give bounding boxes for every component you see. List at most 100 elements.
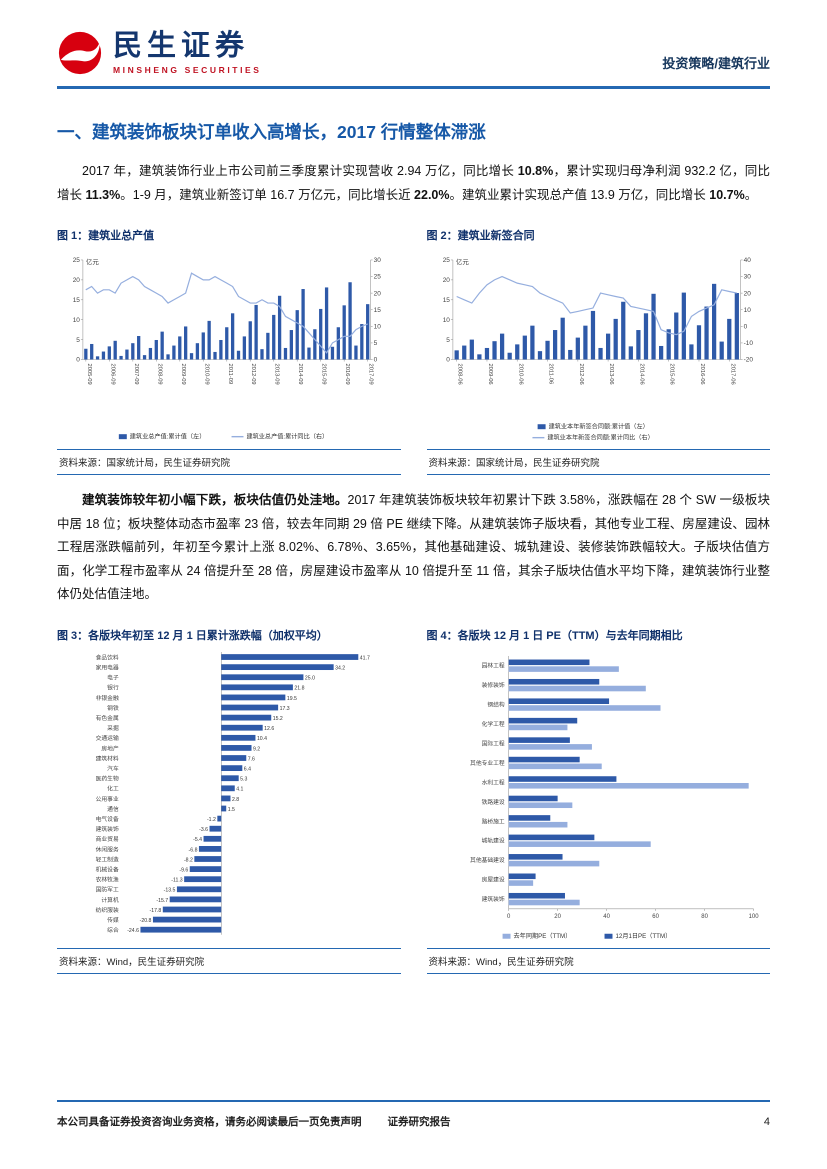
svg-text:建筑装饰: 建筑装饰: [481, 895, 504, 903]
svg-text:-20: -20: [743, 357, 753, 364]
svg-text:21.8: 21.8: [294, 685, 304, 691]
svg-text:机械设备: 机械设备: [96, 865, 119, 873]
svg-text:食品饮料: 食品饮料: [96, 653, 119, 661]
svg-text:30: 30: [374, 257, 382, 264]
svg-text:2017-06: 2017-06: [729, 363, 735, 384]
svg-text:其他基础建设: 其他基础建设: [470, 856, 505, 864]
svg-text:25: 25: [442, 257, 450, 264]
svg-text:建筑业总产值:累计值（左）: 建筑业总产值:累计值（左）: [130, 433, 206, 441]
svg-text:装修装饰: 装修装饰: [481, 681, 504, 689]
svg-text:0: 0: [76, 357, 80, 364]
svg-text:交通运输: 交通运输: [96, 734, 119, 742]
svg-text:房地产: 房地产: [101, 744, 119, 752]
svg-text:2007-09: 2007-09: [133, 363, 139, 384]
svg-text:2016-09: 2016-09: [344, 363, 350, 384]
svg-text:20: 20: [743, 290, 751, 297]
svg-text:建筑业总产值:累计同比（右）: 建筑业总产值:累计同比（右）: [246, 433, 328, 441]
svg-text:纺织服装: 纺织服装: [96, 906, 119, 914]
logo-name-cn: 民生证券: [113, 29, 250, 62]
svg-text:-20.8: -20.8: [140, 918, 152, 924]
svg-text:国防军工: 国防军工: [96, 885, 119, 893]
svg-text:2010-09: 2010-09: [203, 363, 209, 384]
svg-text:20: 20: [554, 913, 561, 919]
sector-performance-chart: 食品饮料 41.7 家用电器 34.2 电子 25.0 银行 21.8 非银金融 19.5 钢铁 17…: [57, 648, 401, 947]
svg-text:园林工程: 园林工程: [481, 661, 504, 669]
total-output-chart: 0 5 10 15 20 25 0 5 10 15 20 25 30 亿元 2005-09 2006-09 20…: [57, 248, 401, 447]
minsheng-logo: 民生证券 MINSHENG SECURITIES: [57, 30, 262, 76]
figure2-title: 图 2：建筑业新签合同: [426, 230, 535, 242]
figure-row-1: 图 1：建筑业总产值 0 5 10 15 20 25 0 5 10 15 20 25 30 亿元 2005-…: [57, 219, 770, 476]
svg-text:建筑装饰: 建筑装饰: [96, 825, 119, 833]
svg-text:-11.3: -11.3: [171, 877, 183, 883]
svg-text:家用电器: 家用电器: [96, 663, 119, 671]
svg-text:2016-06: 2016-06: [698, 363, 704, 384]
svg-text:汽车: 汽车: [107, 764, 119, 772]
svg-text:10: 10: [73, 317, 81, 324]
svg-text:5.3: 5.3: [240, 776, 247, 782]
svg-text:非银金融: 非银金融: [96, 693, 119, 701]
svg-text:6.4: 6.4: [244, 766, 251, 772]
svg-text:-17.8: -17.8: [150, 908, 162, 914]
svg-text:2012-09: 2012-09: [250, 363, 256, 384]
svg-text:20: 20: [374, 290, 382, 297]
svg-text:2014-06: 2014-06: [638, 363, 644, 384]
svg-text:100: 100: [748, 913, 759, 919]
section-title: 一、建筑装饰板块订单收入高增长，2017 行情整体滞涨: [57, 122, 486, 142]
svg-text:15: 15: [442, 297, 450, 304]
svg-text:电子: 电子: [107, 673, 119, 681]
svg-text:轻工制造: 轻工制造: [96, 855, 119, 863]
svg-text:4.1: 4.1: [236, 786, 243, 792]
svg-text:2.8: 2.8: [232, 796, 239, 802]
svg-text:路桥施工: 路桥施工: [481, 817, 504, 825]
svg-text:34.2: 34.2: [335, 665, 345, 671]
figure-1: 图 1：建筑业总产值 0 5 10 15 20 25 0 5 10 15 20 25 30 亿元 2005-…: [57, 219, 401, 476]
svg-text:商业贸易: 商业贸易: [96, 835, 119, 843]
svg-text:综合: 综合: [107, 926, 119, 934]
svg-text:2013-06: 2013-06: [608, 363, 614, 384]
svg-text:房屋建设: 房屋建设: [481, 875, 504, 883]
figure3-title: 图 3：各版块年初至 12 月 1 日累计涨跌幅（加权平均）: [57, 629, 328, 642]
footer-report-type: 证券研究报告: [387, 1116, 451, 1128]
svg-text:铁路建设: 铁路建设: [481, 797, 504, 805]
svg-text:-13.5: -13.5: [164, 887, 176, 893]
svg-text:2008-09: 2008-09: [156, 363, 162, 384]
svg-text:农林牧渔: 农林牧渔: [96, 875, 119, 883]
figure4-source: 资料来源：Wind，民生证券研究院: [426, 948, 770, 975]
svg-text:建筑业本年新签合同额:累计同比（右）: 建筑业本年新签合同额:累计同比（右）: [547, 434, 653, 442]
svg-text:亿元: 亿元: [86, 257, 99, 266]
figure3-source: 资料来源：Wind，民生证券研究院: [57, 948, 401, 975]
svg-text:传媒: 传媒: [107, 916, 119, 924]
svg-text:银行: 银行: [107, 683, 119, 691]
svg-text:5: 5: [76, 337, 80, 344]
svg-text:80: 80: [701, 913, 708, 919]
figure4-title: 图 4：各版块 12 月 1 日 PE（TTM）与去年同期相比: [426, 629, 683, 642]
figure-row-2: 图 3：各版块年初至 12 月 1 日累计涨跌幅（加权平均） 食品饮料 41.7 家…: [57, 619, 770, 975]
svg-text:15.2: 15.2: [273, 716, 283, 722]
logo-text-block: 民生证券 MINSHENG SECURITIES: [113, 29, 262, 75]
figure1-source: 资料来源：国家统计局，民生证券研究院: [57, 449, 401, 476]
page-number: 4: [763, 1116, 770, 1128]
svg-text:-15.7: -15.7: [156, 897, 168, 903]
svg-text:建筑材料: 建筑材料: [96, 754, 119, 762]
svg-text:25: 25: [374, 274, 382, 281]
svg-text:采掘: 采掘: [107, 724, 119, 732]
svg-text:公用事业: 公用事业: [96, 794, 119, 802]
svg-text:0: 0: [743, 324, 747, 331]
svg-text:40: 40: [743, 257, 751, 264]
svg-text:-8.2: -8.2: [184, 857, 193, 863]
svg-text:2009-06: 2009-06: [486, 363, 492, 384]
svg-text:-24.6: -24.6: [127, 928, 139, 934]
figure1-title: 图 1：建筑业总产值: [57, 230, 155, 242]
svg-text:2017-09: 2017-09: [368, 363, 374, 384]
report-header: 民生证券 MINSHENG SECURITIES 投资策略/建筑行业: [57, 30, 770, 89]
svg-text:30: 30: [743, 274, 751, 281]
svg-text:-10: -10: [743, 340, 753, 347]
svg-text:12.6: 12.6: [264, 726, 274, 732]
svg-text:-1.2: -1.2: [207, 817, 216, 823]
svg-text:5: 5: [446, 337, 450, 344]
svg-text:计算机: 计算机: [101, 895, 119, 903]
svg-text:去年同期PE（TTM）: 去年同期PE（TTM）: [513, 932, 571, 940]
svg-text:20: 20: [442, 277, 450, 284]
svg-text:7.6: 7.6: [248, 756, 255, 762]
